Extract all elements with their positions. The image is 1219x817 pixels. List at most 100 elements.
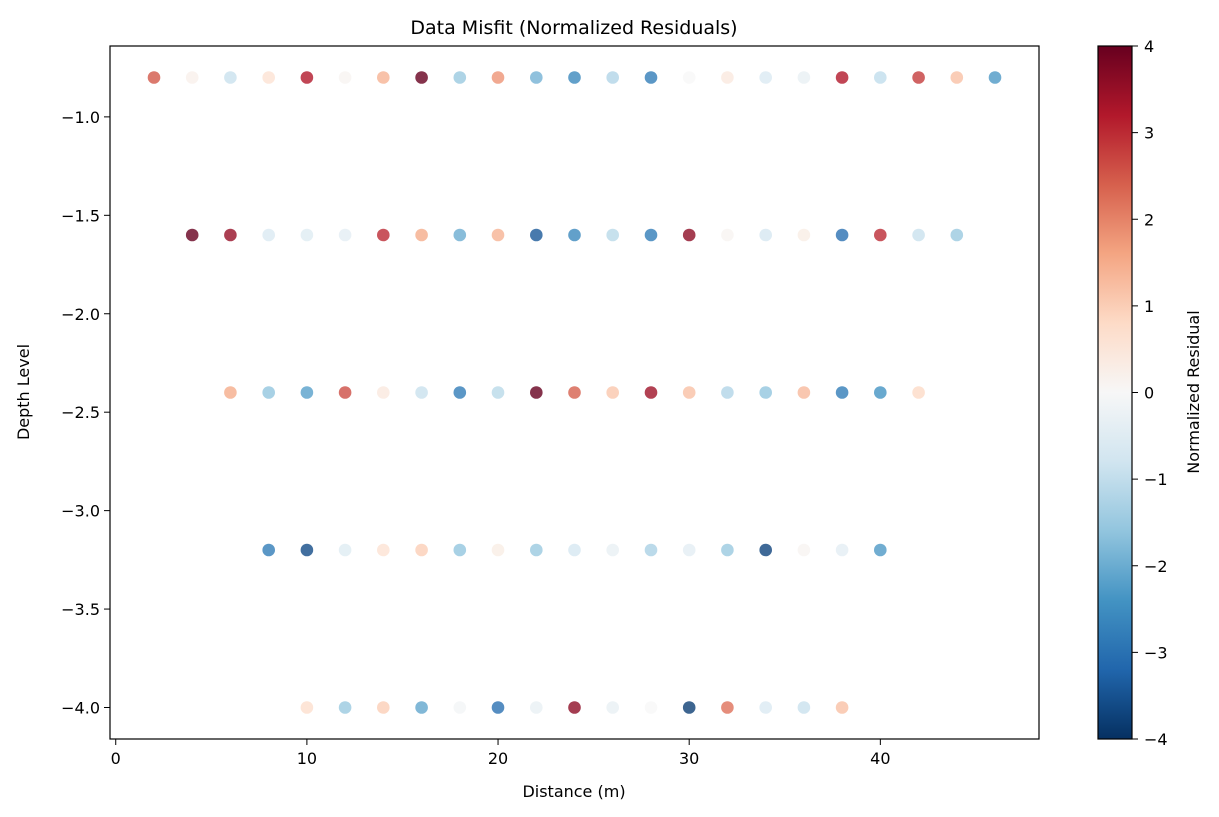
data-point [530,701,543,714]
x-axis-ticks: 0 10 20 30 40 [111,739,891,768]
data-point [491,228,505,242]
data-point [682,71,696,84]
chart-title: Data Misfit (Normalized Residuals) [410,17,737,39]
y-tick-label: −1.5 [61,206,100,225]
data-point [262,386,276,399]
data-point [644,71,658,84]
data-point [185,71,199,84]
y-tick-label: −1.0 [61,108,100,127]
data-point [797,701,811,714]
data-point [415,701,428,714]
data-point [262,543,276,557]
data-point [453,701,467,714]
y-tick-label: −2.5 [61,403,100,422]
data-point [491,386,505,399]
colorbar-tick-label: 3 [1144,124,1154,143]
data-point [491,543,505,557]
data-point [721,71,734,84]
data-point [300,71,314,84]
colorbar-tick-label: −3 [1144,643,1168,662]
colorbar-ticks: 4 3 2 1 0 −1 −2 −3 −4 [1132,37,1168,749]
data-point [797,386,811,399]
data-point [644,228,658,242]
data-point [759,701,772,714]
data-point [377,71,390,84]
data-point [606,71,619,84]
y-tick-label: −3.5 [61,600,100,619]
data-point [377,386,390,399]
data-point [262,71,276,84]
data-point [568,543,581,557]
y-axis-label: Depth Level [14,344,33,440]
data-point [797,543,811,557]
data-point [300,701,314,714]
data-point [682,543,696,557]
data-point [835,71,849,84]
colorbar-tick-label: −1 [1144,470,1168,489]
data-point [759,228,772,242]
colorbar-tick-label: 0 [1144,384,1154,403]
data-point [530,71,543,84]
x-tick-label: 10 [297,749,317,768]
plot-frame [109,45,1040,740]
y-tick-label: −3.0 [61,502,100,521]
data-point [912,71,925,84]
data-point [988,71,1002,84]
data-point [300,386,314,399]
colorbar [1097,45,1133,740]
data-point [835,701,849,714]
data-point [224,386,237,399]
data-point [300,228,314,242]
data-point [415,71,428,84]
data-point [912,386,925,399]
x-tick-label: 40 [870,749,890,768]
data-point [338,386,352,399]
data-point [721,701,734,714]
data-point [721,386,734,399]
data-point [835,543,849,557]
data-point [530,543,543,557]
data-point [644,701,658,714]
colorbar-label: Normalized Residual [1184,310,1203,473]
colorbar-tick-label: −4 [1144,730,1168,749]
data-point [682,228,696,242]
y-axis-ticks: −1.0 −1.5 −2.0 −2.5 −3.0 −3.5 −4.0 [61,108,110,718]
data-point [912,228,925,242]
x-tick-label: 20 [488,749,508,768]
data-point [262,228,276,242]
data-point [377,228,390,242]
data-point [147,71,161,84]
data-point [606,228,619,242]
data-point [568,228,581,242]
points-layer [147,71,1002,714]
data-point [415,228,428,242]
data-point [568,386,581,399]
data-point [453,386,467,399]
data-point [453,71,467,84]
data-point [797,71,811,84]
data-point [568,701,581,714]
data-point [874,71,887,84]
data-point [606,386,619,399]
colorbar-tick-label: 1 [1144,297,1154,316]
data-point [338,701,352,714]
data-point [530,228,543,242]
x-tick-label: 30 [679,749,699,768]
data-point [530,386,543,399]
colorbar-tick-label: 4 [1144,37,1154,56]
data-point [797,228,811,242]
data-point [759,71,772,84]
data-point [682,701,696,714]
colorbar-tick-label: −2 [1144,557,1168,576]
data-point [338,71,352,84]
data-point [415,543,428,557]
data-point [377,701,390,714]
data-point [721,543,734,557]
data-point [338,228,352,242]
data-point [759,386,772,399]
data-point [874,386,887,399]
data-point [835,228,849,242]
data-point [874,228,887,242]
